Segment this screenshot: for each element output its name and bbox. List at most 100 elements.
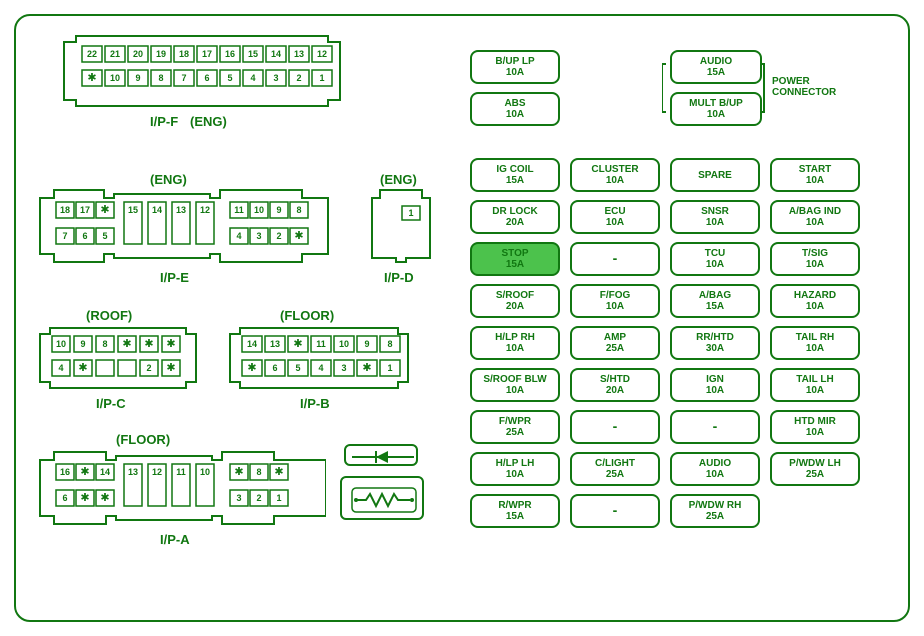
svg-text:8: 8 bbox=[158, 73, 163, 83]
connector-ipb: 1413✱111098✱6543✱1 bbox=[228, 326, 410, 390]
fuse--: - bbox=[570, 410, 660, 444]
svg-text:11: 11 bbox=[316, 339, 326, 349]
svg-text:9: 9 bbox=[80, 339, 85, 349]
fuse-rr-htd: RR/HTD30A bbox=[670, 326, 760, 360]
component-resistor-box bbox=[340, 476, 424, 520]
fuse-ign: IGN10A bbox=[670, 368, 760, 402]
svg-text:✱: ✱ bbox=[247, 362, 256, 374]
fuse-a-bag: A/BAG15A bbox=[670, 284, 760, 318]
fuse--: - bbox=[570, 242, 660, 276]
label-ipd-eng: (ENG) bbox=[380, 172, 417, 187]
svg-text:17: 17 bbox=[80, 205, 90, 215]
svg-text:22: 22 bbox=[87, 49, 97, 59]
svg-text:13: 13 bbox=[176, 205, 186, 215]
label-power: POWER bbox=[772, 76, 836, 87]
fuse--: - bbox=[670, 410, 760, 444]
label-connector: CONNECTOR bbox=[772, 87, 836, 98]
fuse-dr-lock: DR LOCK20A bbox=[470, 200, 560, 234]
svg-text:✱: ✱ bbox=[294, 230, 303, 242]
svg-text:4: 4 bbox=[250, 73, 255, 83]
svg-text:11: 11 bbox=[234, 205, 244, 215]
svg-text:2: 2 bbox=[256, 493, 261, 503]
fuse-h-lp-lh: H/LP LH10A bbox=[470, 452, 560, 486]
svg-text:17: 17 bbox=[202, 49, 212, 59]
fuse-tail-lh: TAIL LH10A bbox=[770, 368, 860, 402]
fuse-abs: ABS10A bbox=[470, 92, 560, 126]
svg-text:7: 7 bbox=[181, 73, 186, 83]
svg-text:16: 16 bbox=[60, 467, 70, 477]
svg-text:12: 12 bbox=[317, 49, 327, 59]
connector-ipe: 1817✱76515141312111098432✱ bbox=[38, 188, 330, 264]
svg-text:12: 12 bbox=[152, 467, 162, 477]
svg-text:4: 4 bbox=[236, 231, 241, 241]
svg-text:10: 10 bbox=[339, 339, 349, 349]
svg-text:✱: ✱ bbox=[293, 338, 302, 350]
svg-text:10: 10 bbox=[56, 339, 66, 349]
power-connector-bus bbox=[662, 50, 768, 128]
fuse-a-bag-ind: A/BAG IND10A bbox=[770, 200, 860, 234]
svg-text:8: 8 bbox=[296, 205, 301, 215]
svg-text:✱: ✱ bbox=[362, 362, 371, 374]
svg-text:6: 6 bbox=[204, 73, 209, 83]
svg-text:8: 8 bbox=[387, 339, 392, 349]
svg-text:14: 14 bbox=[271, 49, 281, 59]
fuse-c-light: C/LIGHT25A bbox=[570, 452, 660, 486]
component-diode-box bbox=[344, 444, 418, 466]
svg-text:9: 9 bbox=[135, 73, 140, 83]
fuse-r-wpr: R/WPR15A bbox=[470, 494, 560, 528]
fuse-stop: STOP15A bbox=[470, 242, 560, 276]
connector-ipd: 1 bbox=[370, 188, 432, 264]
fuse-ecu: ECU10A bbox=[570, 200, 660, 234]
label-ipd: I/P-D bbox=[384, 270, 414, 285]
connector-ipf: 2221201918171615141312✱10987654321 bbox=[62, 34, 342, 108]
svg-text:10: 10 bbox=[200, 467, 210, 477]
svg-text:3: 3 bbox=[236, 493, 241, 503]
svg-text:5: 5 bbox=[227, 73, 232, 83]
label-ipf: I/P-F bbox=[150, 114, 178, 129]
fuse-t-sig: T/SIG10A bbox=[770, 242, 860, 276]
svg-text:11: 11 bbox=[176, 467, 186, 477]
connector-ipa: 16✱146✱✱13121110✱8✱321 bbox=[38, 450, 326, 526]
label-ipe-eng: (ENG) bbox=[150, 172, 187, 187]
svg-text:13: 13 bbox=[294, 49, 304, 59]
fuse-tail-rh: TAIL RH10A bbox=[770, 326, 860, 360]
svg-text:✱: ✱ bbox=[234, 466, 243, 478]
label-ipb: I/P-B bbox=[300, 396, 330, 411]
label-ipc: I/P-C bbox=[96, 396, 126, 411]
svg-text:21: 21 bbox=[110, 49, 120, 59]
svg-text:3: 3 bbox=[273, 73, 278, 83]
svg-text:15: 15 bbox=[248, 49, 258, 59]
svg-text:2: 2 bbox=[146, 363, 151, 373]
svg-text:12: 12 bbox=[200, 205, 210, 215]
svg-text:4: 4 bbox=[58, 363, 63, 373]
svg-text:1: 1 bbox=[276, 493, 281, 503]
fuse-htd-mir: HTD MIR10A bbox=[770, 410, 860, 444]
svg-text:✱: ✱ bbox=[100, 492, 109, 504]
svg-text:4: 4 bbox=[318, 363, 323, 373]
label-ipc-roof: (ROOF) bbox=[86, 308, 132, 323]
svg-text:8: 8 bbox=[102, 339, 107, 349]
svg-text:1: 1 bbox=[319, 73, 324, 83]
svg-text:3: 3 bbox=[341, 363, 346, 373]
connector-ipc: 1098✱✱✱4✱2✱ bbox=[38, 326, 198, 390]
svg-text:7: 7 bbox=[62, 231, 67, 241]
svg-text:10: 10 bbox=[254, 205, 264, 215]
svg-text:✱: ✱ bbox=[100, 204, 109, 216]
fuse-spare: SPARE bbox=[670, 158, 760, 192]
svg-text:18: 18 bbox=[179, 49, 189, 59]
svg-text:✱: ✱ bbox=[80, 492, 89, 504]
fuse-snsr: SNSR10A bbox=[670, 200, 760, 234]
svg-text:16: 16 bbox=[225, 49, 235, 59]
fuse-start: START10A bbox=[770, 158, 860, 192]
fuse-p-wdw-lh: P/WDW LH25A bbox=[770, 452, 860, 486]
fuse-s-htd: S/HTD20A bbox=[570, 368, 660, 402]
fuse-b-up-lp: B/UP LP10A bbox=[470, 50, 560, 84]
svg-text:8: 8 bbox=[256, 467, 261, 477]
fuse-amp: AMP25A bbox=[570, 326, 660, 360]
svg-text:1: 1 bbox=[408, 208, 413, 218]
svg-text:✱: ✱ bbox=[80, 466, 89, 478]
svg-text:19: 19 bbox=[156, 49, 166, 59]
fuse-hazard: HAZARD10A bbox=[770, 284, 860, 318]
svg-text:18: 18 bbox=[60, 205, 70, 215]
svg-text:✱: ✱ bbox=[166, 362, 175, 374]
